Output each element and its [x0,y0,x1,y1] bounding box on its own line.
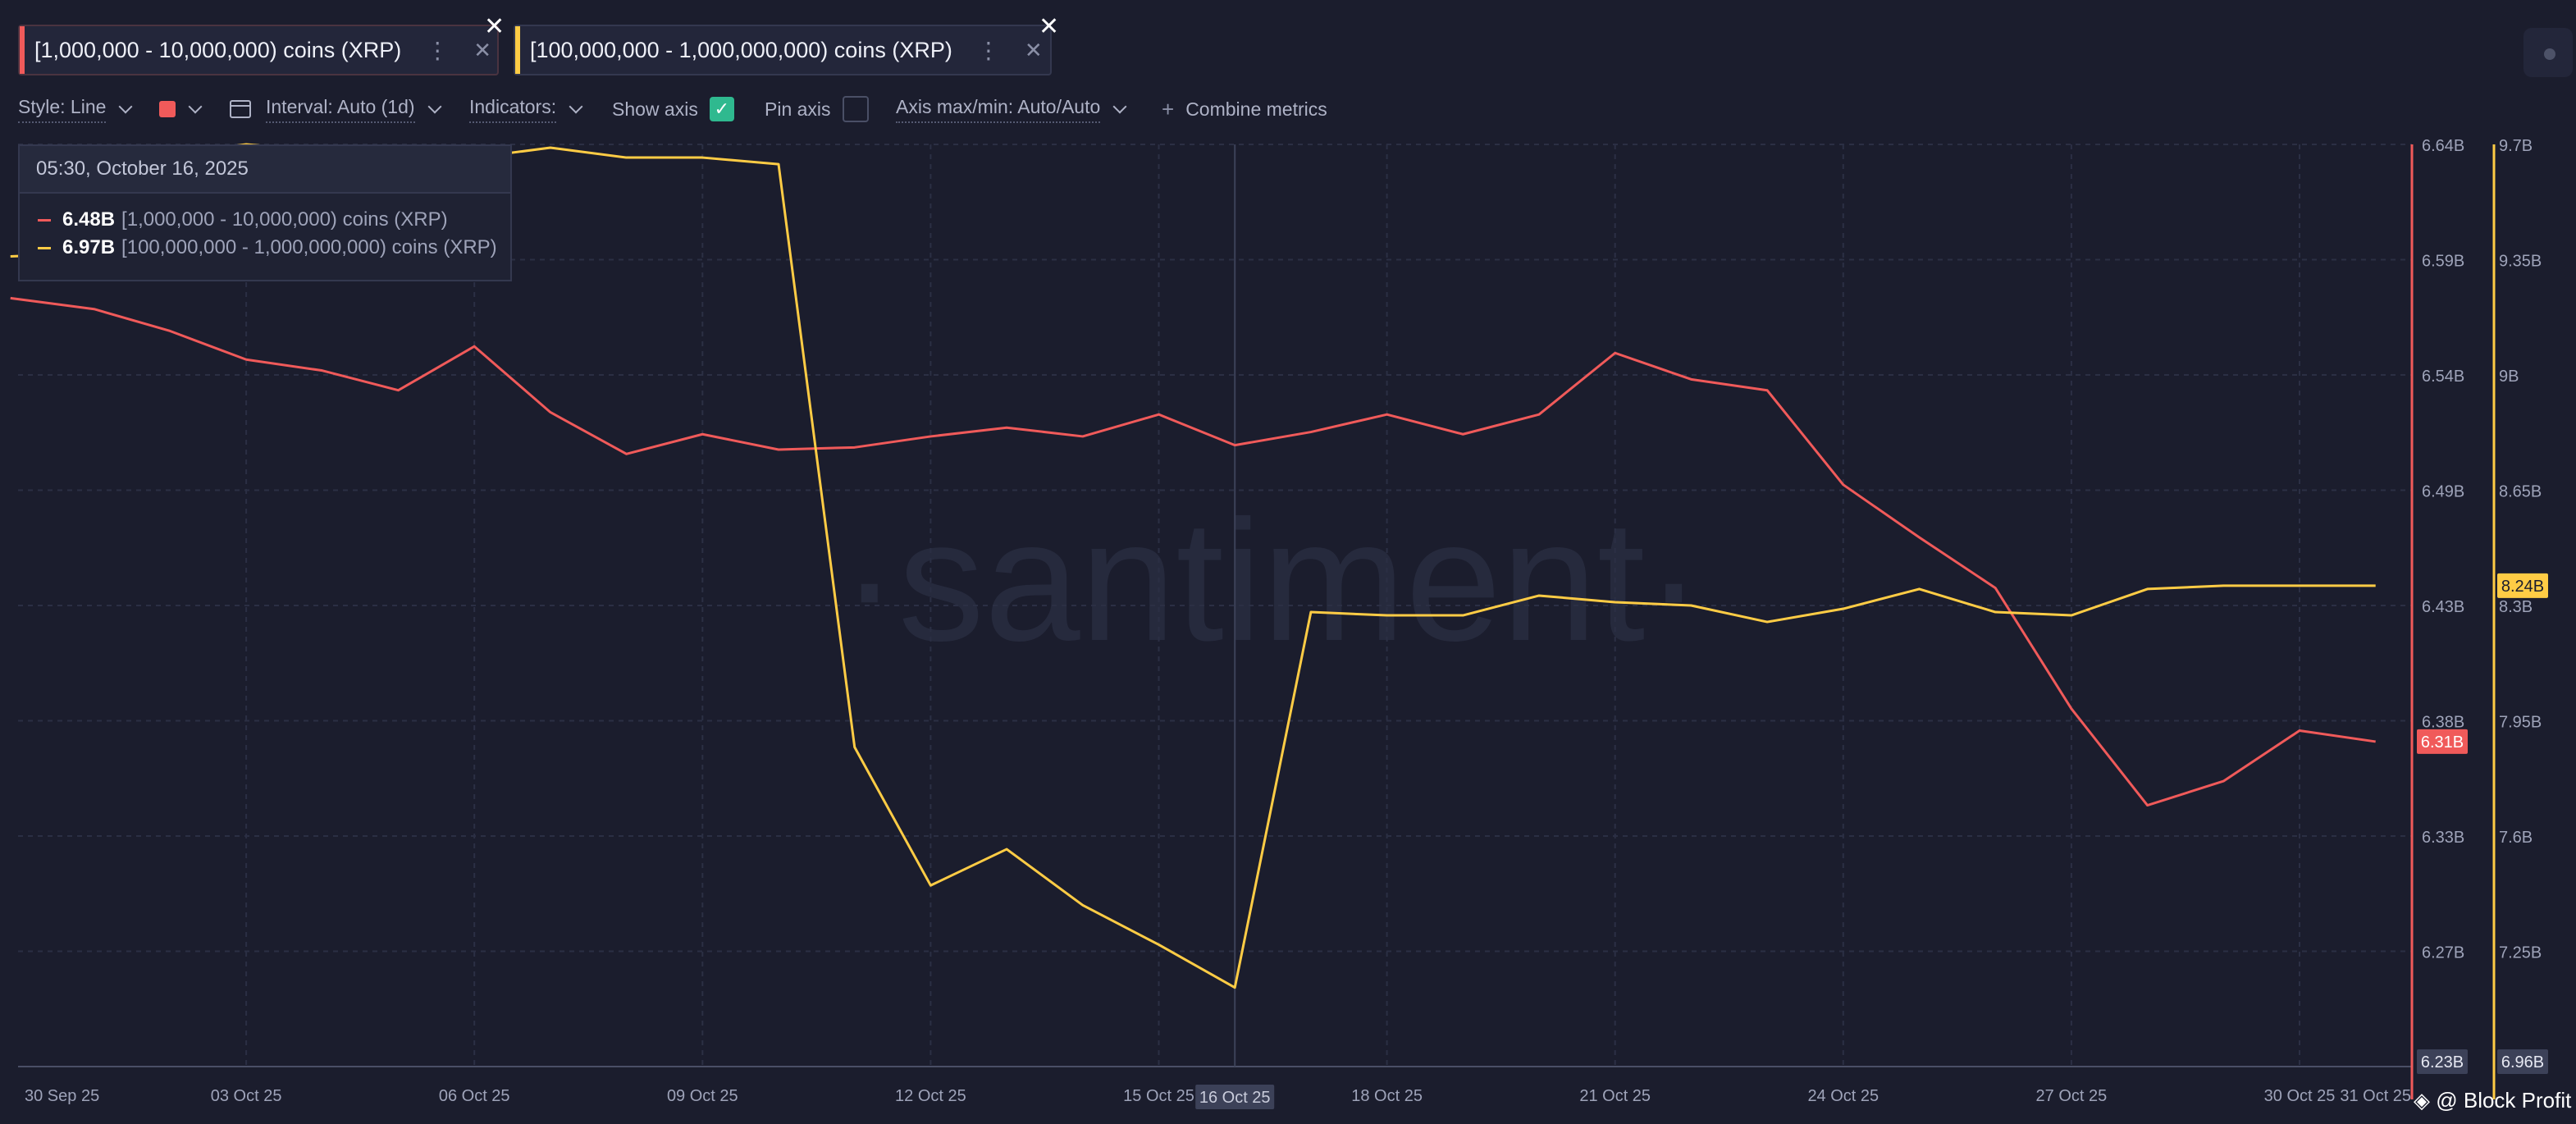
x-tick-label: 06 Oct 25 [439,1087,510,1105]
x-tick-label: 24 Oct 25 [1807,1087,1879,1105]
plus-icon: + [1162,96,1175,121]
indicators-dropdown[interactable]: Indicators: [469,94,583,124]
remove-icon[interactable]: ✕ [473,37,492,62]
remove-icon[interactable]: ✕ [1024,37,1043,62]
hover-tooltip: 05:30, October 16, 2025 6.48B [1,000,000… [18,144,512,281]
axis-maxmin-label: Axis max/min: Auto/Auto [896,96,1101,123]
combine-metrics-button[interactable]: + Combine metrics [1162,94,1327,124]
interval-dropdown[interactable]: Interval: Auto (1d) [230,94,442,124]
checkbox-checked[interactable]: ✓ [709,97,734,121]
yellow-last-value-badge-bg [2497,573,2548,598]
tooltip-value: 6.97B [62,236,116,258]
tab-color-bar [515,26,520,74]
y-left-tick-label: 6.27B [2422,944,2464,962]
y-left-tick-label: 6.59B [2422,253,2464,271]
x-tick-label: 12 Oct 25 [895,1087,966,1105]
y-left-tick-label: 6.54B [2422,368,2464,386]
y-right-tick-label: 7.6B [2499,829,2533,847]
interval-label: Interval: Auto (1d) [266,96,415,123]
x-tick-label: 30 Oct 25 [2264,1087,2336,1105]
y-right-tick-label: 9B [2499,368,2519,386]
x-tick-label: 21 Oct 25 [1579,1087,1651,1105]
hover-date-label: 16 Oct 25 [1199,1089,1271,1107]
axis-maxmin-dropdown[interactable]: Axis max/min: Auto/Auto [896,94,1127,124]
y-right-tick-label: 8.65B [2499,483,2542,501]
yellow-min-badge-bg [2497,1049,2548,1074]
show-axis-toggle[interactable]: Show axis ✓ [612,94,734,124]
combine-metrics-label: Combine metrics [1185,98,1327,120]
series-marker [38,218,51,222]
x-tick-label: 03 Oct 25 [211,1087,282,1105]
style-dropdown[interactable]: Style: Line [18,94,133,124]
x-tick-label: 18 Oct 25 [1351,1087,1423,1105]
y-right-tick-label: 8.3B [2499,598,2533,616]
red-min-badge: 6.23B [2421,1053,2464,1071]
y-left-tick-label: 6.38B [2422,714,2464,732]
tab-color-bar [20,26,25,74]
dot-icon [2544,48,2555,60]
color-picker[interactable] [159,94,203,124]
y-left-tick-label: 6.33B [2422,829,2464,847]
series-marker [38,246,51,249]
y-right-tick-label: 9.7B [2499,137,2533,155]
metric-tab-100m-1b[interactable]: [100,000,000 - 1,000,000,000) coins (XRP… [514,25,1052,75]
tooltip-series-name: [1,000,000 - 10,000,000) coins (XRP) [121,208,448,231]
yellow-min-badge: 6.96B [2501,1053,2544,1071]
y-left-tick-label: 6.49B [2422,483,2464,501]
red-last-value-badge: 6.31B [2421,733,2464,752]
more-options-icon[interactable]: ⋮ [426,37,450,63]
style-label: Style: Line [18,96,107,123]
brand-watermark: ◈ @ Block Profit [2414,1088,2571,1113]
more-options-icon[interactable]: ⋮ [976,37,1000,63]
y-right-tick-label: 7.95B [2499,714,2542,732]
y-right-tick-label: 7.25B [2499,944,2542,962]
x-tick-label: 15 Oct 25 [1123,1087,1194,1105]
close-icon[interactable]: ✕ [484,13,505,40]
diamond-icon: ◈ [2414,1088,2430,1113]
y-right-tick-label: 9.35B [2499,253,2542,271]
brand-label: @ Block Profit [2436,1088,2572,1113]
y-left-tick-label: 6.64B [2422,137,2464,155]
show-axis-label: Show axis [612,98,698,120]
yellow-last-value-badge: 8.24B [2501,578,2544,596]
tooltip-row: 6.48B [1,000,000 - 10,000,000) coins (XR… [38,208,448,231]
tab-label: [100,000,000 - 1,000,000,000) coins (XRP… [530,37,952,62]
series-line-1 [10,296,2376,807]
indicators-label: Indicators: [469,96,557,123]
tooltip-series-name: [100,000,000 - 1,000,000,000) coins (XRP… [121,236,497,258]
close-icon[interactable]: ✕ [1039,13,1060,40]
tab-label: [1,000,000 - 10,000,000) coins (XRP) [34,37,402,62]
x-tick-label: 31 Oct 25 [2340,1087,2411,1105]
color-swatch [159,101,176,117]
calendar-icon [230,100,251,118]
pin-axis-label: Pin axis [765,98,831,120]
red-last-value-badge-bg [2417,729,2468,754]
tooltip-value: 6.48B [62,208,116,231]
hover-date-badge [1195,1085,1275,1109]
checkbox-unchecked[interactable] [842,96,869,122]
settings-button[interactable] [2523,28,2573,77]
tooltip-row: 6.97B [100,000,000 - 1,000,000,000) coin… [38,236,497,259]
x-tick-label: 30 Sep 25 [25,1087,99,1105]
tooltip-date: 05:30, October 16, 2025 [20,146,510,194]
red-min-badge-bg [2417,1049,2468,1074]
metric-tab-1m-10m[interactable]: [1,000,000 - 10,000,000) coins (XRP) ⋮ ✕ [18,25,499,75]
pin-axis-toggle[interactable]: Pin axis [765,94,869,124]
x-tick-label: 09 Oct 25 [667,1087,738,1105]
y-left-tick-label: 6.43B [2422,598,2464,616]
watermark: ·santiment· [841,484,1702,677]
x-tick-label: 27 Oct 25 [2036,1087,2108,1105]
